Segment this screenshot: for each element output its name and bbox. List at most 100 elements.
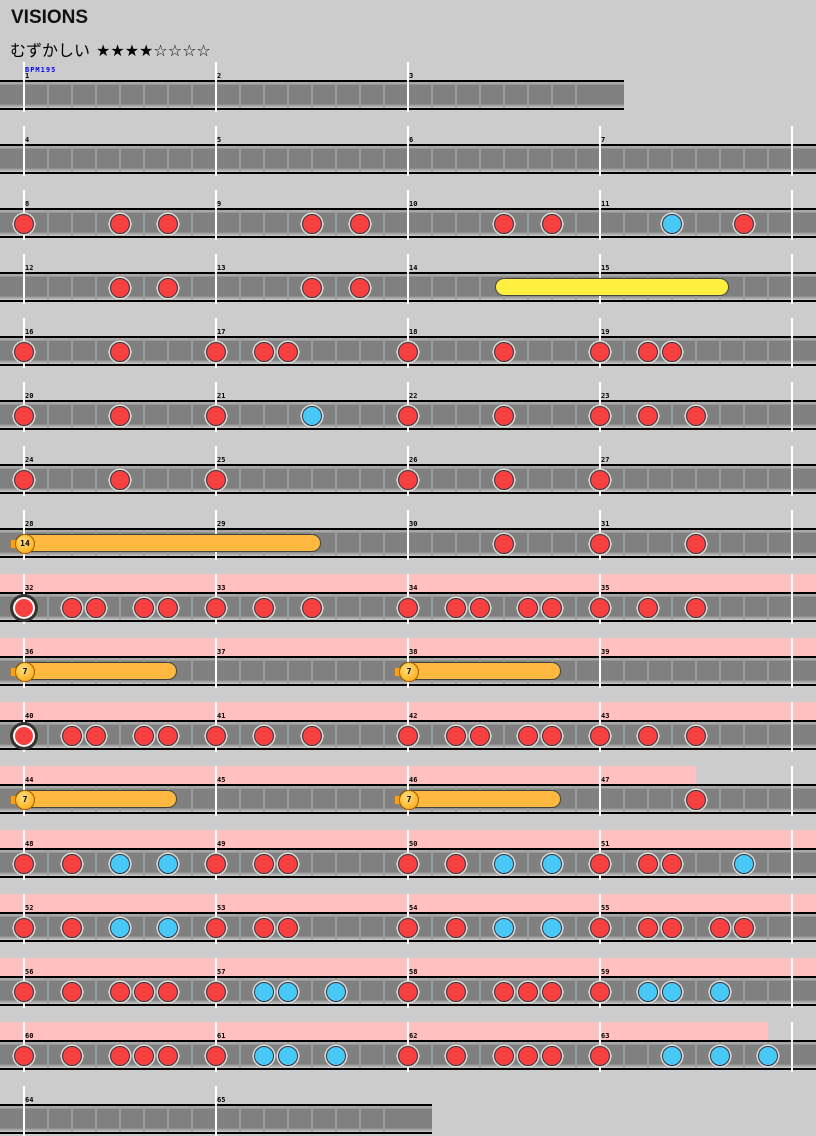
chart-row: 28 29 30 31 14 bbox=[0, 510, 816, 560]
don-note bbox=[110, 470, 130, 490]
don-note bbox=[590, 406, 610, 426]
beat-line bbox=[239, 146, 241, 172]
beat-line bbox=[143, 82, 145, 108]
measure-line bbox=[791, 126, 793, 176]
beat-line bbox=[479, 914, 481, 940]
beat-line bbox=[167, 402, 169, 428]
measure-number: 20 bbox=[25, 392, 34, 400]
chart-row: 60 61 62 63 bbox=[0, 1022, 816, 1072]
beat-line bbox=[623, 978, 625, 1004]
beat-line bbox=[311, 1106, 313, 1132]
beat-line bbox=[47, 210, 49, 236]
beat-line bbox=[575, 146, 577, 172]
beat-line bbox=[191, 722, 193, 748]
difficulty-line: むずかしい ★★★★☆☆☆☆ bbox=[10, 37, 211, 61]
measure-line bbox=[215, 190, 217, 240]
don-note bbox=[206, 406, 226, 426]
beat-line bbox=[359, 82, 361, 108]
measure-line bbox=[791, 638, 793, 688]
measure-line bbox=[791, 958, 793, 1008]
measure-number: 6 bbox=[409, 136, 414, 144]
measure-number: 63 bbox=[601, 1032, 610, 1040]
beat-line bbox=[95, 914, 97, 940]
beat-line bbox=[671, 530, 673, 556]
beat-line bbox=[551, 338, 553, 364]
measure-number: 59 bbox=[601, 968, 610, 976]
measure-number: 19 bbox=[601, 328, 610, 336]
don-note bbox=[206, 1046, 226, 1066]
beat-line bbox=[671, 658, 673, 684]
gogo-band bbox=[600, 958, 816, 976]
measure-number: 45 bbox=[217, 776, 226, 784]
beat-line bbox=[767, 722, 769, 748]
gogo-band bbox=[216, 1022, 408, 1040]
beat-line bbox=[191, 338, 193, 364]
beat-line bbox=[431, 530, 433, 556]
balloon-count: 7 bbox=[399, 662, 419, 682]
ka-note bbox=[254, 1046, 274, 1066]
don-note bbox=[254, 854, 274, 874]
beat-line bbox=[287, 1106, 289, 1132]
don-note bbox=[158, 982, 178, 1002]
beat-line bbox=[719, 786, 721, 812]
gogo-band bbox=[0, 702, 216, 720]
ka-note bbox=[662, 982, 682, 1002]
gogo-band bbox=[0, 638, 216, 656]
don-note bbox=[134, 598, 154, 618]
beat-line bbox=[143, 210, 145, 236]
beat-line bbox=[359, 1106, 361, 1132]
measure-number: 61 bbox=[217, 1032, 226, 1040]
beat-line bbox=[431, 274, 433, 300]
beat-line bbox=[767, 402, 769, 428]
measure-number: 41 bbox=[217, 712, 226, 720]
measure-number: 39 bbox=[601, 648, 610, 656]
beat-line bbox=[479, 402, 481, 428]
don-note bbox=[302, 214, 322, 234]
beat-line bbox=[743, 338, 745, 364]
beat-line bbox=[143, 402, 145, 428]
measure-number: 50 bbox=[409, 840, 418, 848]
don-note bbox=[134, 982, 154, 1002]
chart-row: 52 53 54 55 bbox=[0, 894, 816, 944]
measure-number: 32 bbox=[25, 584, 34, 592]
don-note bbox=[158, 278, 178, 298]
chart-row: 16 17 18 19 bbox=[0, 318, 816, 368]
beat-line bbox=[767, 274, 769, 300]
beat-line bbox=[143, 914, 145, 940]
beat-line bbox=[503, 146, 505, 172]
gogo-band bbox=[408, 958, 600, 976]
don-note bbox=[590, 726, 610, 746]
beat-line bbox=[191, 274, 193, 300]
don-note bbox=[110, 342, 130, 362]
measure-number: 48 bbox=[25, 840, 34, 848]
beat-line bbox=[239, 210, 241, 236]
don-note bbox=[398, 470, 418, 490]
beat-line bbox=[287, 210, 289, 236]
measure-line bbox=[23, 254, 25, 304]
beat-line bbox=[767, 658, 769, 684]
beat-line bbox=[359, 914, 361, 940]
measure-line bbox=[791, 766, 793, 816]
measure-number: 58 bbox=[409, 968, 418, 976]
beat-line bbox=[263, 786, 265, 812]
don-note bbox=[470, 598, 490, 618]
chart-row: 44 45 46 47 7 7 bbox=[0, 766, 816, 816]
beat-line bbox=[47, 1106, 49, 1132]
beat-line bbox=[623, 466, 625, 492]
don-note bbox=[542, 726, 562, 746]
chart-row: 1 BPM195 2 3 bbox=[0, 62, 816, 112]
measure-line bbox=[791, 510, 793, 560]
beat-line bbox=[167, 146, 169, 172]
beat-line bbox=[527, 402, 529, 428]
beat-line bbox=[359, 722, 361, 748]
beat-line bbox=[47, 978, 49, 1004]
beat-line bbox=[71, 1106, 73, 1132]
chart-row: 32 33 34 35 bbox=[0, 574, 816, 624]
gogo-band bbox=[216, 766, 408, 784]
measure-number: 11 bbox=[601, 200, 610, 208]
beat-line bbox=[359, 850, 361, 876]
beat-line bbox=[719, 402, 721, 428]
beat-line bbox=[335, 82, 337, 108]
ka-note bbox=[542, 918, 562, 938]
don-note bbox=[206, 470, 226, 490]
